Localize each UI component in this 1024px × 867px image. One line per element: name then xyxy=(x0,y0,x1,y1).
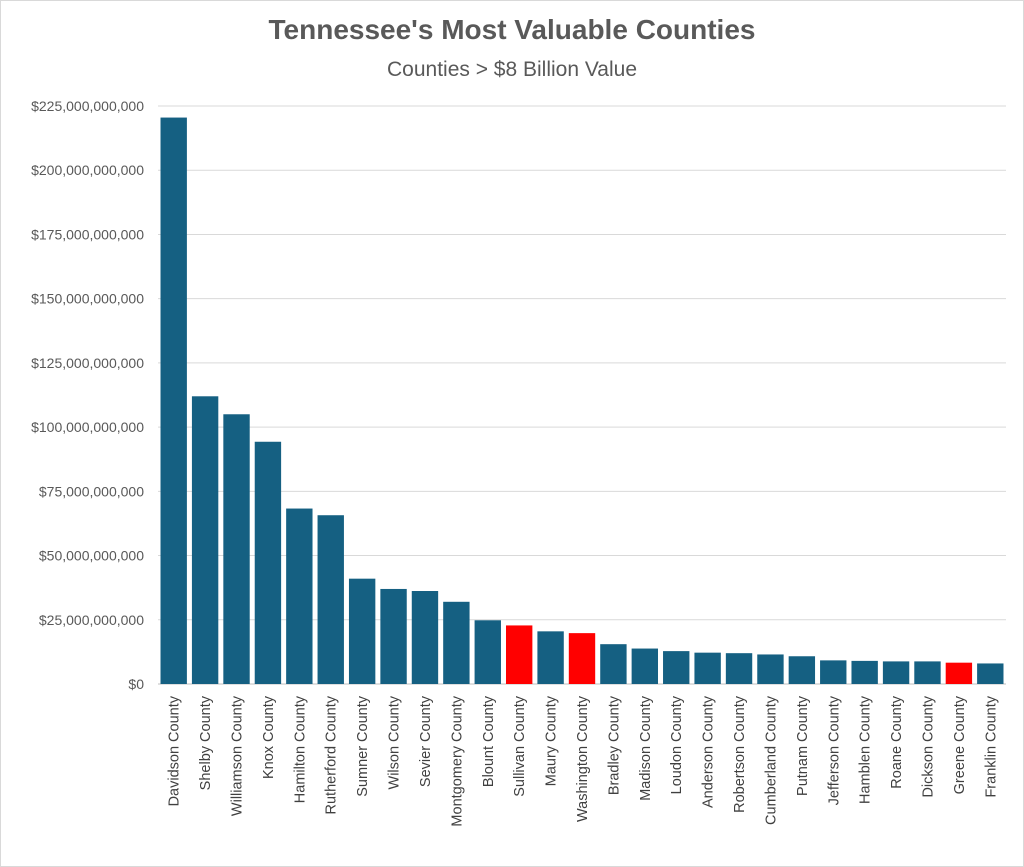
x-tick-label: Washington County xyxy=(575,695,591,822)
bar-anderson-county xyxy=(694,652,721,684)
x-tick-label: Cumberland County xyxy=(763,695,779,825)
x-tick-label: Shelby County xyxy=(198,695,214,790)
bar-sevier-county xyxy=(411,591,439,684)
bar-montgomery-county xyxy=(443,601,470,684)
bar-rutherford-county xyxy=(317,515,344,684)
bar-hamblen-county xyxy=(851,660,878,684)
bar-shelby-county xyxy=(191,396,219,684)
x-tick-label: Rutherford County xyxy=(324,695,340,814)
bar-putnam-county xyxy=(788,656,816,684)
x-tick-label: Putnam County xyxy=(795,695,811,796)
y-tick-label: $200,000,000,000 xyxy=(31,162,144,178)
x-tick-label: Madison County xyxy=(638,695,654,801)
bar-bradley-county xyxy=(600,644,627,684)
bar-loudon-county xyxy=(663,651,690,684)
bar-jefferson-county xyxy=(820,660,847,684)
x-tick-label: Montgomery County xyxy=(449,695,465,826)
chart-subtitle: Counties > $8 Billion Value xyxy=(386,58,638,81)
x-tick-label: Greene County xyxy=(952,695,968,794)
y-tick-label: $125,000,000,000 xyxy=(31,355,144,371)
y-tick-label: $100,000,000,000 xyxy=(31,419,144,435)
bar-washington-county xyxy=(568,633,596,684)
x-tick-label: Sevier County xyxy=(418,695,434,787)
bar-williamson-county xyxy=(223,414,250,684)
chart-title: Tennessee's Most Valuable Counties xyxy=(268,14,756,45)
x-tick-label: Davidson County xyxy=(167,695,183,806)
x-tick-label: Jefferson County xyxy=(826,695,842,805)
bar-franklin-county xyxy=(977,663,1004,684)
y-tick-label: $75,000,000,000 xyxy=(39,483,144,499)
bar-maury-county xyxy=(537,631,564,684)
bar-knox-county xyxy=(254,441,282,684)
x-tick-label: Blount County xyxy=(481,695,497,787)
x-tick-label: Robertson County xyxy=(732,695,748,813)
x-tick-label: Wilson County xyxy=(387,695,403,789)
x-tick-label: Roane County xyxy=(889,695,905,788)
y-tick-label: $175,000,000,000 xyxy=(31,226,144,242)
bar-madison-county xyxy=(631,648,659,684)
x-tick-label: Hamblen County xyxy=(858,695,874,804)
x-tick-label: Sullivan County xyxy=(512,695,528,796)
x-tick-label: Maury County xyxy=(544,695,560,786)
bar-robertson-county xyxy=(725,653,753,684)
x-tick-label: Anderson County xyxy=(701,695,717,808)
bar-hamilton-county xyxy=(286,508,313,684)
x-tick-label: Loudon County xyxy=(669,695,685,794)
bar-sullivan-county xyxy=(505,625,533,684)
bar-blount-county xyxy=(474,620,501,684)
x-tick-label: Hamilton County xyxy=(292,695,308,803)
bar-dickson-county xyxy=(914,661,941,684)
x-tick-label: Franklin County xyxy=(983,695,999,797)
y-tick-label: $50,000,000,000 xyxy=(39,548,144,564)
bar-roane-county xyxy=(882,661,910,684)
bar-sumner-county xyxy=(348,578,376,684)
y-tick-label: $150,000,000,000 xyxy=(31,291,144,307)
y-tick-label: $25,000,000,000 xyxy=(39,612,144,628)
y-tick-label: $0 xyxy=(128,676,144,692)
x-tick-label: Dickson County xyxy=(920,695,936,797)
bar-davidson-county xyxy=(160,117,187,684)
bar-cumberland-county xyxy=(757,654,784,684)
y-tick-label: $225,000,000,000 xyxy=(31,98,144,114)
x-tick-label: Bradley County xyxy=(606,695,622,795)
x-tick-label: Williamson County xyxy=(230,695,246,816)
bar-greene-county xyxy=(945,662,973,684)
x-tick-label: Knox County xyxy=(261,695,277,779)
bar-wilson-county xyxy=(380,588,407,684)
x-tick-label: Sumner County xyxy=(355,695,371,796)
